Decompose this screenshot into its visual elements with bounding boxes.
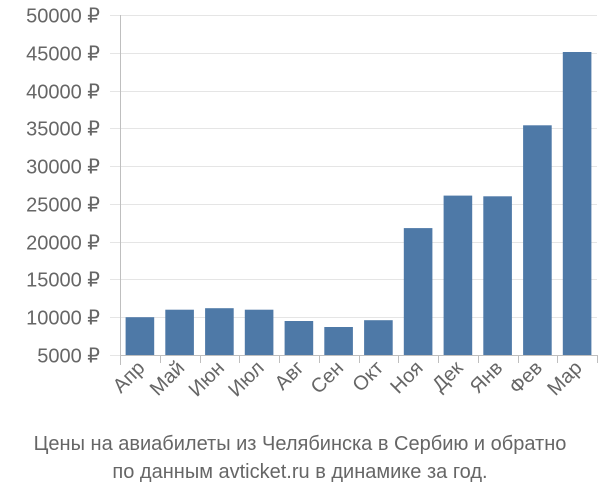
bar-7 [364, 320, 393, 355]
y-tick-label: 10000 ₽ [26, 308, 100, 330]
x-tick-label: Июл [224, 357, 268, 401]
bar-2 [165, 309, 194, 355]
bar-9 [443, 195, 473, 355]
y-tick-label: 35000 ₽ [26, 119, 100, 141]
x-tick-label: Апр [109, 357, 150, 398]
y-tick-label: 45000 ₽ [26, 44, 100, 66]
y-tick-label: 50000 ₽ [26, 6, 100, 28]
bar-4 [244, 309, 274, 355]
y-tick-label: 30000 ₽ [26, 157, 100, 179]
y-tick-label: 15000 ₽ [26, 270, 100, 292]
x-tick-label: Май [146, 357, 189, 400]
x-tick-label: Сен [307, 357, 348, 398]
y-tick-label: 40000 ₽ [26, 82, 100, 104]
x-tick-label: Дек [428, 357, 467, 396]
bar-8 [403, 228, 433, 355]
x-tick-label: Авг [271, 357, 309, 395]
caption-line-2: по данным avticket.ru в динамике за год. [112, 461, 488, 483]
bar-3 [205, 308, 234, 355]
grid-lines [110, 15, 598, 365]
bar-1 [125, 317, 155, 355]
y-tick-label: 5000 ₽ [37, 346, 100, 368]
bar-10 [483, 196, 512, 355]
bar-6 [324, 327, 353, 355]
x-tick-label: Фев [505, 357, 547, 399]
y-tick-label: 20000 ₽ [26, 233, 100, 255]
x-tick-label: Июн [185, 357, 229, 401]
bars [125, 52, 592, 355]
x-tick-label: Янв [466, 357, 507, 398]
y-axis-labels: 5000 ₽ 10000 ₽ 15000 ₽ 20000 ₽ 25000 ₽ 30000 … [26, 6, 100, 368]
bar-11 [523, 125, 552, 355]
chart-caption: Цены на авиабилеты из Челябинска в Серби… [0, 430, 600, 486]
x-tick-label: Окт [349, 357, 388, 396]
y-tick-label: 25000 ₽ [26, 195, 100, 217]
x-tick-label: Ноя [386, 357, 427, 398]
caption-line-1: Цены на авиабилеты из Челябинска в Серби… [33, 433, 567, 455]
price-bar-chart: 5000 ₽ 10000 ₽ 15000 ₽ 20000 ₽ 25000 ₽ 30000 … [26, 6, 598, 401]
bar-12 [562, 52, 592, 355]
x-tick-label: Мар [543, 357, 586, 400]
bar-5 [284, 321, 314, 355]
